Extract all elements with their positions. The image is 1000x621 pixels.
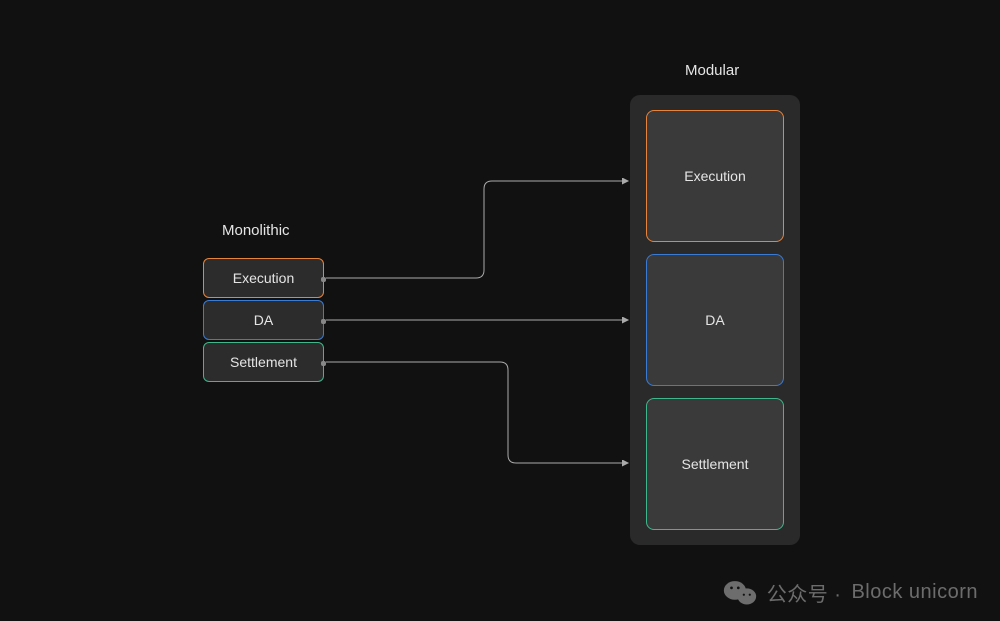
mono-box-da: DA	[203, 300, 324, 340]
mod-box-da: DA	[646, 254, 784, 386]
mono-label: Settlement	[230, 354, 297, 370]
edges-layer	[0, 0, 1000, 621]
modular-title: Modular	[685, 62, 739, 79]
mono-label: Execution	[233, 270, 294, 286]
diagram-canvas: Monolithic Execution DA Settlement Modul…	[0, 0, 1000, 621]
mono-box-execution: Execution	[203, 258, 324, 298]
edge-execution	[326, 181, 628, 278]
connector-dot	[321, 277, 326, 282]
watermark-prefix: 公众号 ·	[767, 578, 842, 607]
mod-box-execution: Execution	[646, 110, 784, 242]
mod-label: Settlement	[682, 456, 749, 472]
modular-container: Execution DA Settlement	[630, 95, 800, 545]
wechat-icon	[723, 579, 757, 607]
watermark: 公众号 · Block unicorn	[723, 578, 978, 607]
connector-dot	[321, 361, 326, 366]
monolithic-stack: Execution DA Settlement	[203, 258, 324, 384]
mod-label: Execution	[684, 168, 745, 184]
edge-settlement	[326, 362, 628, 463]
mono-box-settlement: Settlement	[203, 342, 324, 382]
connector-dot	[321, 319, 326, 324]
watermark-name: Block unicorn	[851, 581, 978, 604]
mod-label: DA	[705, 312, 724, 328]
monolithic-title: Monolithic	[222, 222, 290, 239]
mod-box-settlement: Settlement	[646, 398, 784, 530]
mono-label: DA	[254, 312, 273, 328]
